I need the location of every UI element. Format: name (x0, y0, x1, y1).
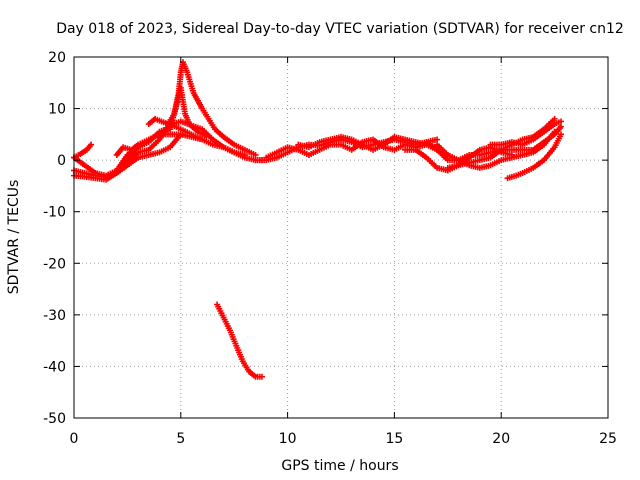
series-track-07 (156, 84, 210, 140)
y-tick-label: -50 (43, 411, 66, 427)
data-point-markers (214, 301, 265, 380)
x-tick-label: 20 (492, 431, 510, 447)
data-point-markers (71, 118, 248, 179)
series-track-10 (295, 133, 430, 153)
x-tick-label: 25 (599, 431, 617, 447)
y-tick-label: 0 (57, 153, 66, 169)
x-tick-label: 0 (70, 431, 79, 447)
series-track-17 (214, 301, 265, 380)
y-tick-label: -20 (43, 256, 66, 272)
series-track-04 (71, 118, 248, 179)
y-axis-title: SDTVAR / TECUs (6, 180, 22, 295)
series-track-16 (504, 131, 565, 182)
grid-lines (74, 57, 608, 418)
data-point-markers (156, 84, 210, 140)
data-point-markers (434, 123, 565, 164)
data-point-markers (295, 133, 430, 153)
x-tick-label: 15 (385, 431, 403, 447)
y-tick-label: -40 (43, 359, 66, 375)
x-tick-label: 5 (176, 431, 185, 447)
y-tick-label: 10 (48, 102, 66, 118)
plot-frame (73, 56, 609, 419)
data-point-markers (504, 131, 565, 182)
axis-ticks (73, 56, 609, 419)
x-axis-tick-labels: 0 5 10 15 20 25 (70, 431, 617, 447)
series-track-13 (434, 123, 565, 164)
data-series (71, 59, 565, 380)
x-tick-label: 10 (279, 431, 297, 447)
y-tick-label: -10 (43, 205, 66, 221)
data-point-markers (487, 118, 565, 148)
chart-title: Day 018 of 2023, Sidereal Day-to-day VTE… (56, 21, 624, 37)
y-tick-label: 20 (48, 50, 66, 66)
series-track-15 (487, 118, 565, 148)
x-axis-title: GPS time / hours (281, 458, 398, 474)
y-axis-tick-labels: -50 -40 -30 -20 -10 0 10 20 (43, 50, 66, 427)
y-tick-label: -30 (43, 308, 66, 324)
